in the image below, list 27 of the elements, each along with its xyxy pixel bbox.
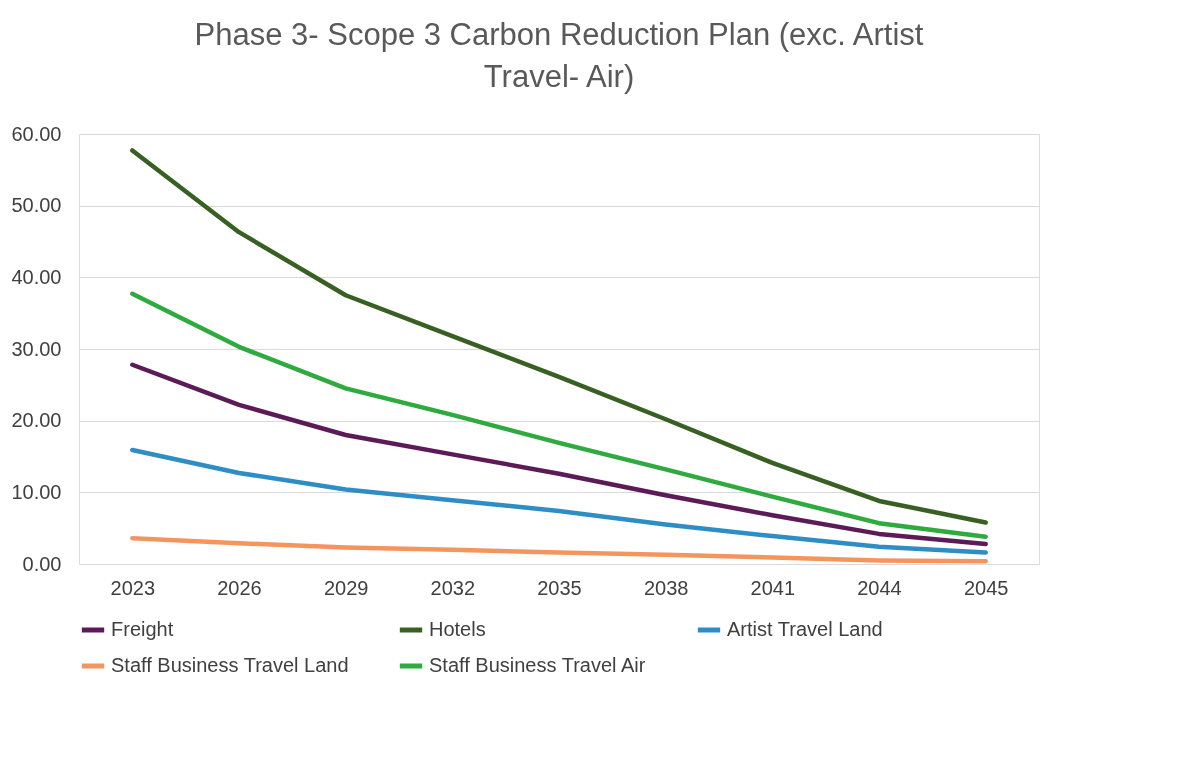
line-series <box>130 535 988 564</box>
y-tick-label: 40.00 <box>11 265 62 288</box>
x-tick-label: 2044 <box>857 576 902 599</box>
x-tick-label: 2045 <box>963 576 1009 599</box>
x-tick-label: 2026 <box>217 576 262 599</box>
legend-label: Hotels <box>429 618 486 640</box>
legend-label: Artist Travel Land <box>727 618 883 640</box>
chart-title: Phase 3- Scope 3 Carbon Reduction Plan (exc. Artist Travel- Air) <box>194 17 924 94</box>
y-tick-label: 20.00 <box>11 409 62 432</box>
legend-label: Staff Business Travel Air <box>429 654 646 676</box>
x-tick-label: 2041 <box>750 576 796 599</box>
line-series <box>130 291 988 540</box>
line-series <box>130 447 988 555</box>
line-series <box>130 148 988 525</box>
x-tick-label: 2038 <box>643 576 689 599</box>
y-tick-label: 30.00 <box>11 337 62 360</box>
y-tick-label: 10.00 <box>11 480 62 503</box>
x-tick-label: 2032 <box>430 576 476 599</box>
legend-label: Staff Business Travel Land <box>111 654 349 676</box>
legend-label: Freight <box>111 618 174 640</box>
y-tick-label: 0.00 <box>22 552 62 575</box>
y-tick-label: 50.00 <box>11 194 62 217</box>
x-tick-label: 2035 <box>537 576 582 599</box>
x-tick-label: 2023 <box>110 576 156 599</box>
line-series <box>130 362 988 547</box>
y-tick-label: 60.00 <box>11 122 62 145</box>
x-tick-label: 2029 <box>323 576 369 599</box>
